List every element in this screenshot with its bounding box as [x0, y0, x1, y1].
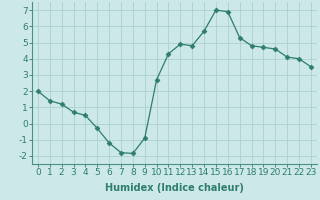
- X-axis label: Humidex (Indice chaleur): Humidex (Indice chaleur): [105, 183, 244, 193]
